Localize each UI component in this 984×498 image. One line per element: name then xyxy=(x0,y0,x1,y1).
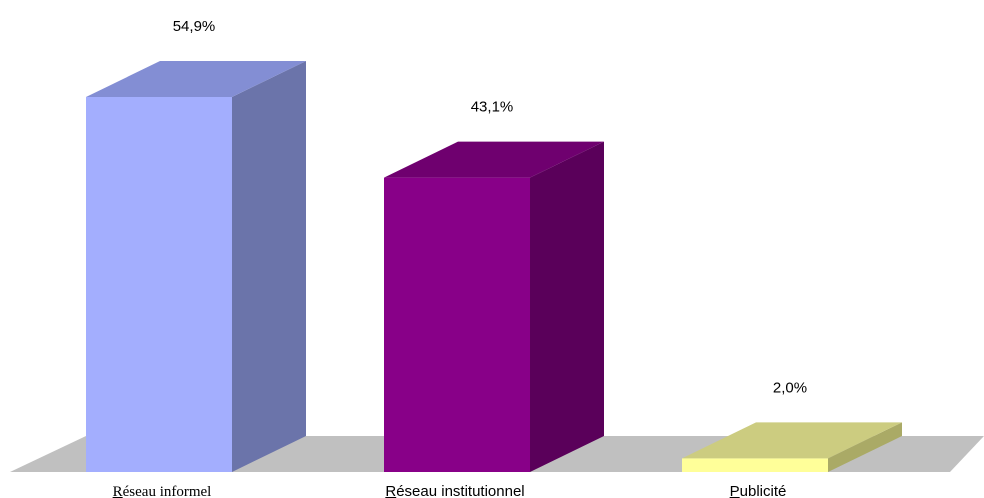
data-label-reseau-informel: 54,9% xyxy=(173,18,216,35)
bar-front-reseau-informel xyxy=(86,97,232,472)
bar-top-reseau-informel xyxy=(86,61,306,97)
bar-top-reseau-institutionnel xyxy=(384,141,604,178)
bar-side-publicite xyxy=(828,422,902,472)
bar-publicite xyxy=(682,422,902,472)
bar-reseau-institutionnel xyxy=(384,141,604,473)
bar-side-reseau-informel xyxy=(232,61,306,472)
bar-reseau-informel xyxy=(86,61,306,472)
bar-top-publicite xyxy=(682,422,902,459)
data-label-publicite: 2,0% xyxy=(773,379,807,396)
category-label-publicite: Publicité xyxy=(730,483,787,498)
category-label-reseau-informel: Réseau informel xyxy=(113,484,212,498)
bar-front-reseau-institutionnel xyxy=(384,177,530,473)
bar-side-reseau-institutionnel xyxy=(530,141,604,473)
data-label-reseau-institutionnel: 43,1% xyxy=(471,99,514,116)
category-label-reseau-institutionnel: Réseau institutionnel xyxy=(385,483,524,498)
bar-front-publicite xyxy=(682,458,828,472)
